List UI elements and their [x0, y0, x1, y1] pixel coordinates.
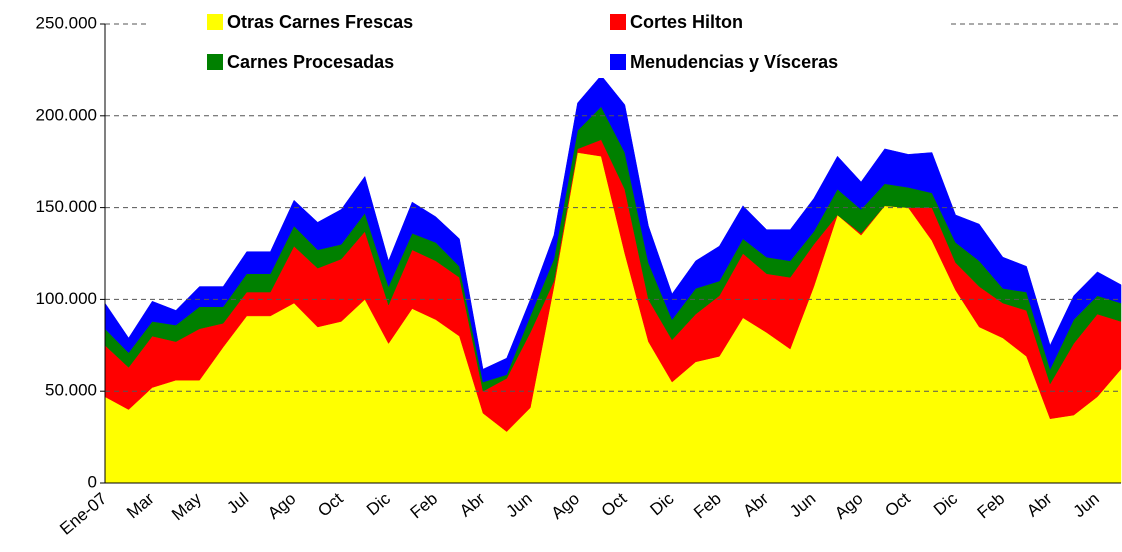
- y-tick-label: 200.000: [36, 105, 97, 124]
- x-tick-label: Oct: [314, 489, 347, 521]
- x-tick-label: Abr: [1023, 489, 1056, 521]
- legend-swatch: [610, 54, 626, 70]
- x-tick-label: Mar: [123, 489, 158, 523]
- x-tick-label: Dic: [646, 489, 677, 520]
- x-tick-label: Ago: [548, 489, 583, 523]
- x-tick-label: Feb: [690, 489, 725, 522]
- x-tick-label: Feb: [407, 489, 442, 522]
- x-tick-label: Abr: [456, 489, 489, 521]
- x-tick-label: Ago: [264, 489, 299, 523]
- y-tick-label: 0: [88, 472, 97, 491]
- x-tick-label: Jun: [1070, 489, 1103, 521]
- y-tick-label: 150.000: [36, 197, 97, 216]
- legend-box: [150, 2, 950, 78]
- x-tick-label: Jun: [786, 489, 819, 521]
- legend-label: Carnes Procesadas: [227, 52, 394, 72]
- legend-swatch: [610, 14, 626, 30]
- x-tick-label: May: [168, 489, 205, 525]
- y-tick-label: 50.000: [45, 381, 97, 400]
- x-tick-label: Feb: [974, 489, 1009, 522]
- x-tick-label: Jun: [503, 489, 536, 521]
- legend-swatch: [207, 54, 223, 70]
- area: [104, 75, 1122, 383]
- x-tick-label: Oct: [598, 489, 631, 521]
- x-tick-label: Jul: [223, 489, 252, 518]
- x-tick-label: Dic: [363, 489, 394, 520]
- x-tick-label: Oct: [881, 489, 914, 521]
- x-tick-label: Ene-07: [56, 489, 110, 539]
- legend-label: Cortes Hilton: [630, 12, 743, 32]
- x-tick-label: Abr: [740, 489, 773, 521]
- legend-swatch: [207, 14, 223, 30]
- y-tick-label: 250.000: [36, 13, 97, 32]
- legend-label: Otras Carnes Frescas: [227, 12, 413, 32]
- y-tick-label: 100.000: [36, 289, 97, 308]
- legend-label: Menudencias y Vísceras: [630, 52, 838, 72]
- x-tick-label: Ago: [831, 489, 866, 523]
- x-tick-label: Dic: [930, 489, 961, 520]
